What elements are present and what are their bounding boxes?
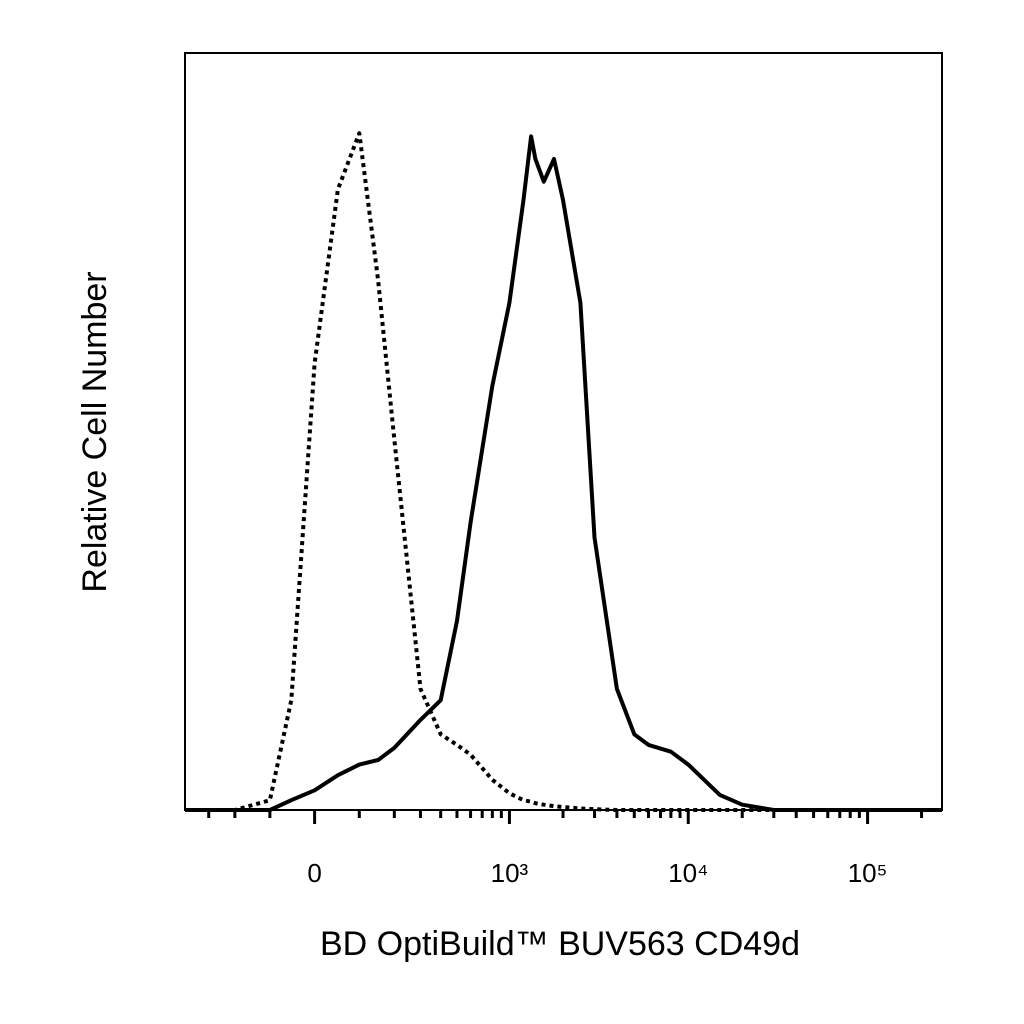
- x-tick-label: 10⁴: [668, 858, 708, 888]
- plot-frame: [184, 52, 943, 811]
- x-tick-label: 10³: [491, 858, 529, 888]
- histogram-line: [185, 134, 942, 812]
- x-tick-label: 10⁵: [848, 858, 888, 888]
- x-axis-label: BD OptiBuild™ BUV563 CD49d: [320, 925, 800, 963]
- x-tick-label: 0: [307, 858, 321, 888]
- y-axis-label: Relative Cell Number: [76, 271, 114, 592]
- histogram-line: [185, 131, 942, 812]
